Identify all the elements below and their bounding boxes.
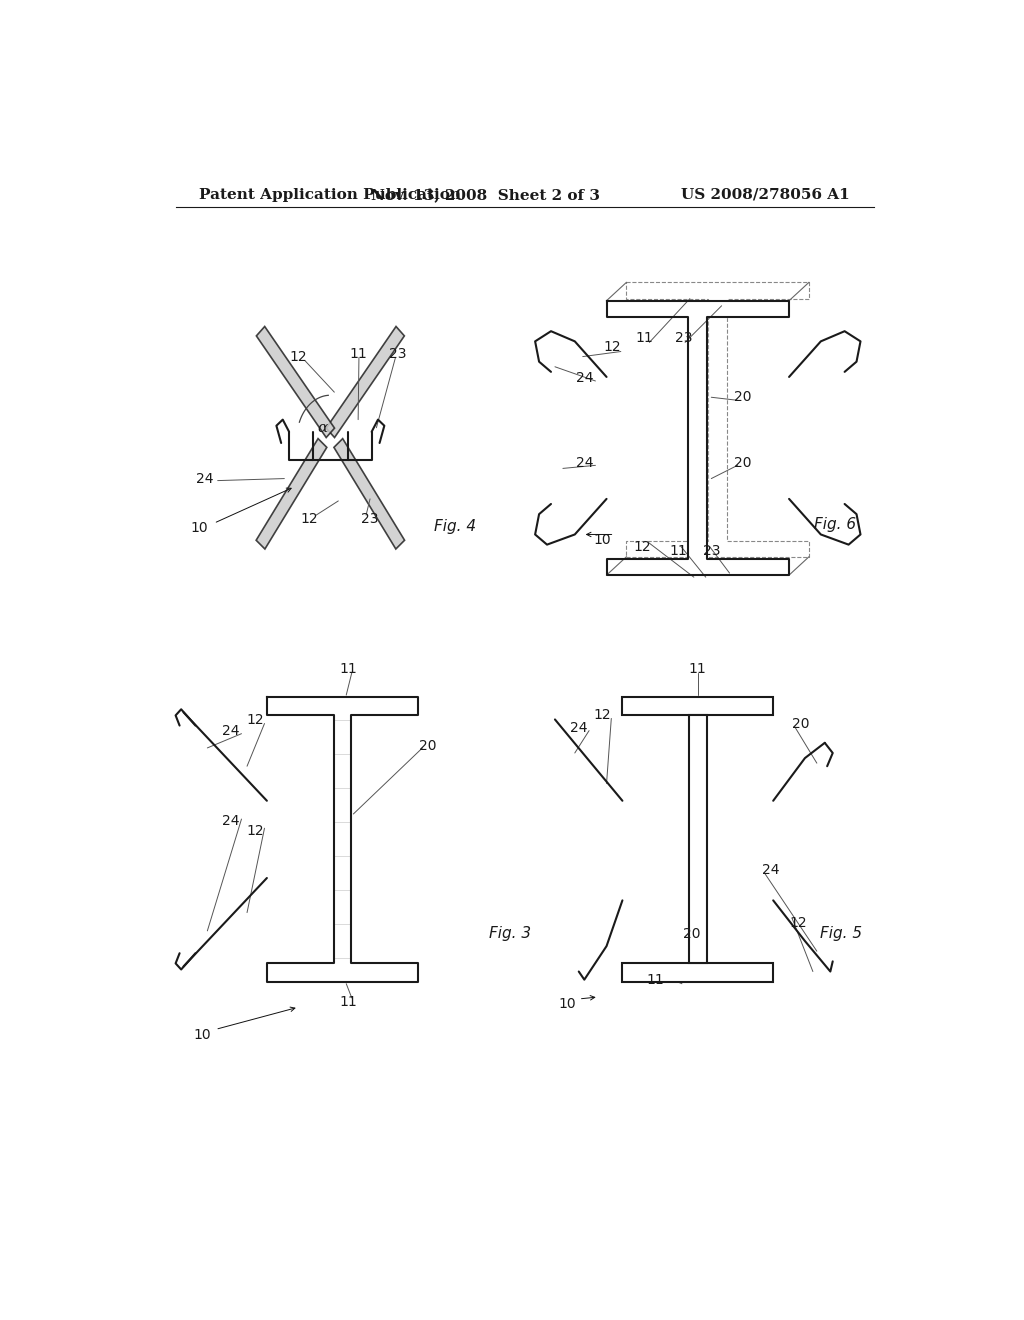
Text: 10: 10 (193, 1027, 211, 1041)
Text: 24: 24 (762, 863, 779, 876)
Text: α: α (317, 421, 328, 434)
Polygon shape (327, 326, 404, 437)
Polygon shape (256, 326, 335, 437)
Text: 12: 12 (246, 824, 264, 838)
Bar (623, 697, 773, 715)
Text: 23: 23 (675, 331, 692, 346)
Text: 12: 12 (603, 341, 621, 355)
Text: 12: 12 (790, 916, 807, 929)
Bar (623, 964, 773, 982)
Text: 12: 12 (634, 540, 651, 553)
Text: 11: 11 (647, 973, 665, 986)
Polygon shape (256, 438, 327, 549)
Text: 10: 10 (593, 532, 610, 546)
Text: 20: 20 (419, 739, 436, 752)
Text: 24: 24 (222, 814, 240, 828)
Polygon shape (334, 438, 404, 549)
Text: 23: 23 (361, 512, 379, 527)
Text: 23: 23 (389, 347, 407, 360)
Text: 11: 11 (669, 544, 687, 558)
Text: 11: 11 (340, 995, 357, 1008)
Text: Fig. 6: Fig. 6 (814, 517, 857, 532)
Text: 12: 12 (593, 709, 610, 722)
Polygon shape (267, 697, 418, 982)
Text: 24: 24 (575, 371, 593, 385)
Text: Fig. 5: Fig. 5 (820, 927, 862, 941)
Text: 11: 11 (349, 347, 367, 360)
Text: 11: 11 (340, 661, 357, 676)
Text: 10: 10 (558, 997, 575, 1011)
Text: 20: 20 (683, 927, 700, 941)
Text: 23: 23 (702, 544, 720, 558)
Text: US 2008/278056 A1: US 2008/278056 A1 (681, 187, 850, 202)
Text: 24: 24 (197, 471, 214, 486)
Text: 12: 12 (246, 714, 264, 727)
Text: 20: 20 (734, 391, 752, 404)
Text: 12: 12 (290, 350, 307, 363)
Text: 24: 24 (222, 723, 240, 738)
Text: 10: 10 (190, 521, 208, 536)
Text: Fig. 3: Fig. 3 (489, 927, 531, 941)
Text: 20: 20 (793, 717, 810, 730)
Bar (689, 715, 707, 964)
Text: 11: 11 (635, 331, 652, 346)
Text: 24: 24 (570, 721, 588, 735)
Text: Nov. 13, 2008  Sheet 2 of 3: Nov. 13, 2008 Sheet 2 of 3 (371, 187, 600, 202)
Text: 24: 24 (575, 457, 593, 470)
Text: 20: 20 (734, 457, 752, 470)
Text: Fig. 4: Fig. 4 (433, 519, 476, 533)
Text: 11: 11 (689, 661, 707, 676)
Text: 12: 12 (300, 512, 317, 527)
Polygon shape (606, 301, 790, 576)
Text: Patent Application Publication: Patent Application Publication (200, 187, 462, 202)
